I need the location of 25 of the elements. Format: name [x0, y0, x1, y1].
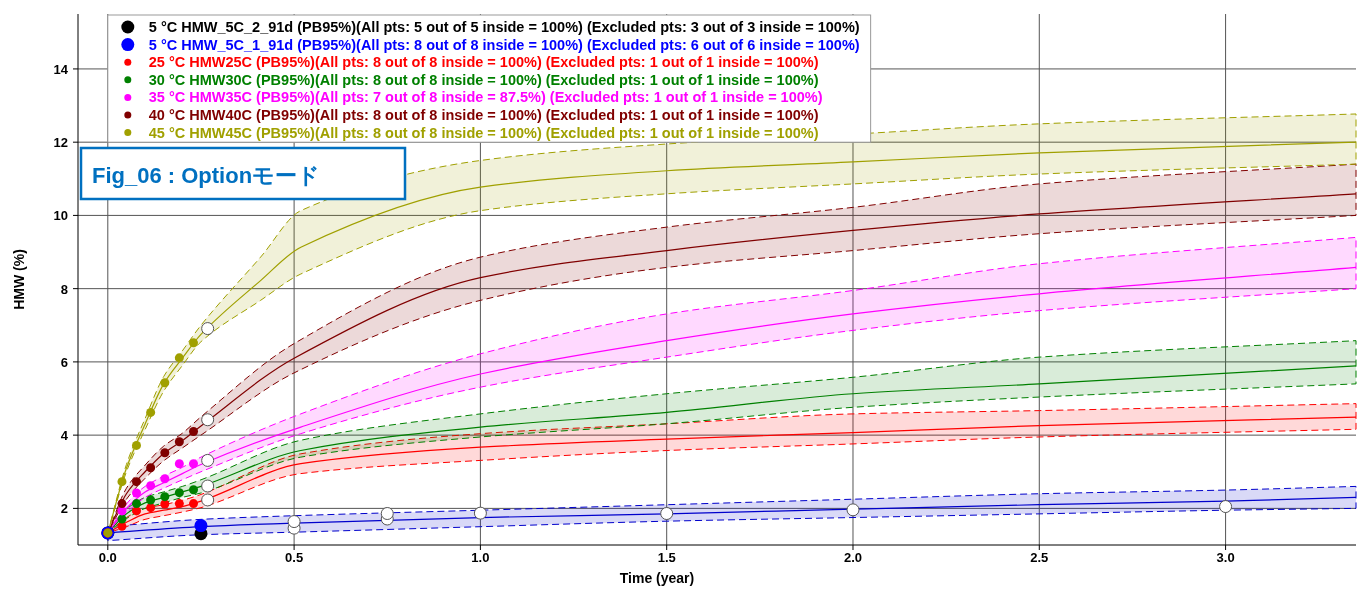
legend-label: 30 °C HMW30C (PB95%)(All pts: 8 out of 8 inside = 100%) (Excluded pts: 1 out of 1 inside = 100%): [148, 71, 819, 88]
x-tick-label: 3.0: [1216, 550, 1235, 565]
x-tick-label: 2.0: [843, 550, 863, 565]
x-tick-label: 0.0: [98, 550, 117, 565]
y-tick-label: 4: [60, 428, 69, 444]
legend-label: 40 °C HMW40C (PB95%)(All pts: 8 out of 8 inside = 100%) (Excluded pts: 1 out of 1 inside = 100%): [148, 107, 819, 123]
y-tick-label: 14: [53, 61, 69, 77]
y-axis-title: HMW (%): [11, 249, 27, 310]
x-tick-label: 0.5: [285, 550, 304, 565]
y-tick-label: 10: [53, 208, 68, 224]
x-axis-title: Time (year): [619, 570, 695, 586]
x-tick-label: 2.5: [1030, 550, 1049, 565]
legend-label: 25 °C HMW25C (PB95%)(All pts: 8 out of 8 inside = 100%) (Excluded pts: 1 out of 1 inside = 100%): [148, 54, 819, 71]
annotation-box: Fig_06 : Optionモード: [79, 146, 407, 201]
annotation: Fig_06 : Optionモード: [92, 163, 321, 188]
x-tick-label: 1.0: [471, 550, 490, 565]
legend-label: 45 °C HMW45C (PB95%)(All pts: 8 out of 8 inside = 100%) (Excluded pts: 1 out of 1 inside = 100%): [148, 124, 819, 141]
y-tick-label: 6: [60, 354, 68, 370]
legend-label: 5 °C HMW_5C_2_91d (PB95%)(All pts: 5 out of 5 inside = 100%) (Excluded pts: 3 out of 3 inside = 100%): [148, 19, 860, 35]
y-tick-label: 12: [53, 135, 68, 151]
y-tick-label: 2: [60, 501, 68, 517]
legend-label: 35 °C HMW35C (PB95%)(All pts: 7 out of 8 inside = 87.5%) (Excluded pts: 1 out of 1 inside = 100%): [148, 89, 823, 106]
y-tick-label: 8: [60, 281, 68, 297]
x-tick-label: 1.5: [657, 550, 676, 565]
legend-label: 5 °C HMW_5C_1_91d (PB95%)(All pts: 8 out of 8 inside = 100%) (Excluded pts: 6 out of 6 inside = 100%): [148, 36, 860, 53]
